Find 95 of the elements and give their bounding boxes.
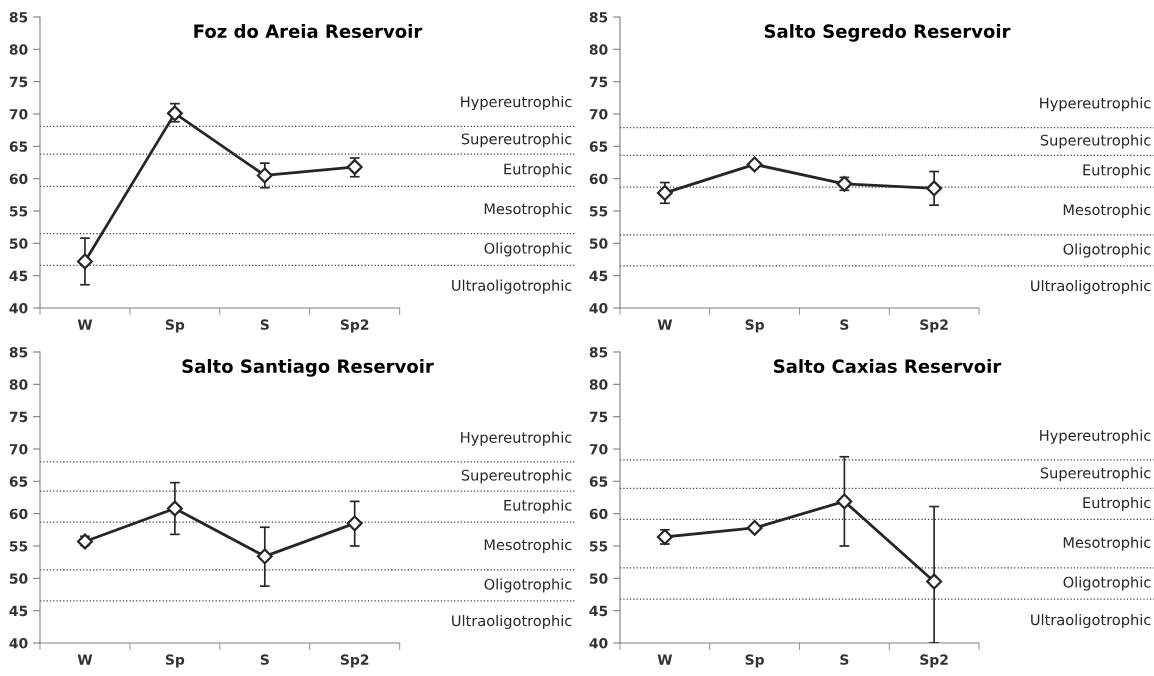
text: Oligotrophic: [1063, 243, 1151, 258]
point: [836, 493, 853, 510]
x-tick-label: S: [260, 319, 269, 330]
y-tick-label: 60: [9, 508, 28, 520]
text: Supereutrophic: [1040, 467, 1151, 482]
text: Eutrophic: [504, 163, 572, 178]
text: Supereutrophic: [461, 469, 572, 484]
text: Hypereutrophic: [1040, 429, 1151, 444]
point: [746, 156, 763, 173]
y-tick-label: 40: [589, 637, 608, 649]
y-tick-label: 60: [589, 508, 608, 520]
y-tick-label: 70: [9, 443, 28, 455]
text: Mesotrophic: [1063, 536, 1151, 551]
text: Ultraoligotrophic: [452, 279, 572, 294]
y-tick-label: 70: [589, 108, 608, 120]
y-tick-label: 55: [9, 541, 28, 552]
x-tick-label: S: [260, 654, 269, 665]
y-tick-label: 60: [589, 173, 608, 185]
text: Hypereutrophic: [1040, 97, 1151, 112]
y-tick-label: 65: [9, 141, 28, 152]
y-tick-label: 55: [9, 206, 28, 217]
text: Oligotrophic: [484, 242, 572, 257]
chart-title: Foz do Areia Reservoir: [194, 24, 423, 39]
y-tick-label: 85: [9, 11, 28, 23]
y-tick-label: 85: [589, 346, 608, 358]
x-tick-label: S: [840, 654, 849, 665]
y-tick-label: 75: [9, 411, 28, 423]
y-tick-label: 40: [9, 302, 28, 314]
y-tick-label: 40: [9, 637, 28, 649]
chart-title: Salto Santiago Reservoir: [182, 359, 434, 377]
y-tick-label: 65: [9, 476, 28, 487]
y-tick-label: 75: [9, 76, 28, 88]
y-tick-label: 60: [9, 173, 28, 185]
text: Ultraoligotrophic: [1031, 613, 1151, 629]
x-tick-label: W: [77, 319, 93, 330]
y-tick-label: 50: [589, 238, 608, 249]
text: Supereutrophic: [1040, 134, 1151, 149]
x-tick-label: Sp: [165, 319, 185, 333]
y-tick-label: 70: [589, 443, 608, 455]
y-tick-label: 55: [589, 541, 608, 552]
text: Eutrophic: [1083, 164, 1151, 179]
y-tick-label: 80: [9, 44, 28, 55]
point: [926, 573, 943, 590]
text: Supereutrophic: [461, 133, 572, 148]
text: Hypereutrophic: [461, 431, 572, 446]
point: [656, 184, 673, 201]
y-tick-label: 70: [9, 108, 28, 120]
y-tick-label: 45: [9, 605, 28, 617]
text: Oligotrophic: [1063, 576, 1151, 591]
x-tick-label: Sp: [165, 654, 185, 668]
point: [346, 515, 363, 532]
x-tick-label: Sp: [745, 319, 764, 333]
y-tick-label: 80: [589, 44, 608, 55]
chart-title: Salto Segredo Reservoir: [764, 24, 1011, 42]
x-tick-label: Sp2: [340, 319, 369, 333]
point: [166, 500, 183, 517]
text: Mesotrophic: [484, 538, 572, 554]
text: Mesotrophic: [1063, 203, 1151, 219]
text: Mesotrophic: [484, 202, 572, 218]
text: Eutrophic: [504, 499, 572, 514]
x-tick-label: W: [77, 654, 93, 665]
y-tick-label: 50: [589, 573, 608, 584]
point: [926, 180, 943, 197]
y-tick-label: 65: [589, 141, 608, 152]
text: Ultraoligotrophic: [1031, 279, 1151, 295]
y-tick-label: 65: [589, 476, 608, 487]
y-tick-label: 50: [9, 573, 28, 584]
x-tick-label: W: [657, 319, 673, 330]
point: [256, 167, 273, 184]
y-tick-label: 85: [9, 346, 28, 358]
y-tick-label: 80: [589, 379, 608, 390]
point: [746, 519, 763, 536]
text: Oligotrophic: [484, 578, 572, 593]
x-tick-label: Sp2: [920, 654, 948, 668]
y-tick-label: 45: [589, 605, 608, 617]
x-tick-label: Sp2: [920, 319, 948, 333]
x-tick-label: S: [840, 319, 849, 330]
x-tick-label: W: [657, 654, 673, 665]
text: Ultraoligotrophic: [452, 614, 572, 630]
x-tick-label: Sp: [745, 654, 764, 668]
y-tick-label: 50: [9, 238, 28, 249]
y-tick-label: 40: [589, 302, 608, 314]
y-tick-label: 75: [589, 76, 608, 88]
point: [76, 253, 93, 270]
y-tick-label: 45: [589, 270, 608, 282]
text: Hypereutrophic: [461, 95, 572, 111]
y-tick-label: 45: [9, 270, 28, 282]
y-tick-label: 85: [589, 11, 608, 23]
chart-title: Salto Caxias Reservoir: [774, 359, 1002, 374]
y-tick-label: 55: [589, 206, 608, 217]
x-tick-label: Sp2: [340, 654, 369, 668]
y-tick-label: 75: [589, 411, 608, 423]
text: Eutrophic: [1083, 496, 1151, 512]
y-tick-label: 80: [9, 379, 28, 390]
point: [256, 548, 273, 565]
